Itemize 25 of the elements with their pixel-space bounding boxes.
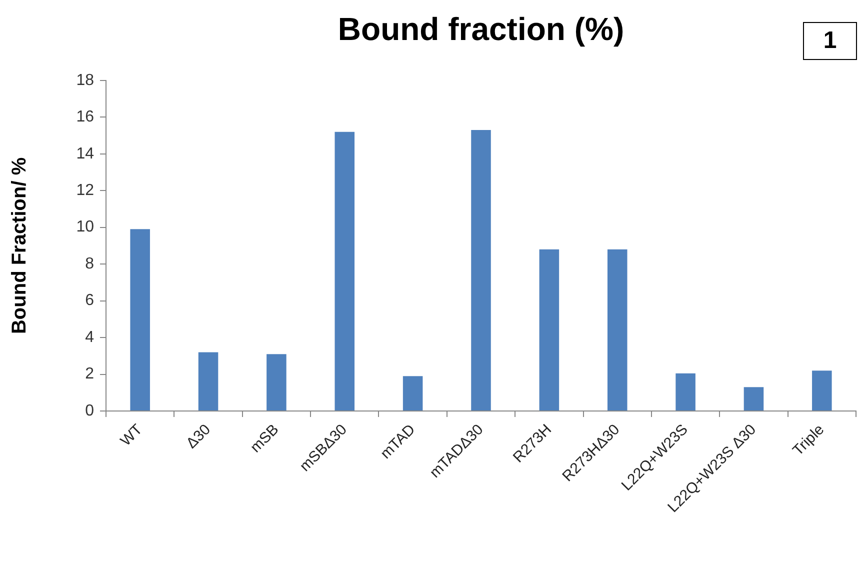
bar xyxy=(471,130,491,410)
y-tick-label: 2 xyxy=(85,366,94,383)
y-tick-label: 14 xyxy=(76,145,94,162)
x-tick-label: WT xyxy=(117,421,146,450)
y-tick-label: 18 xyxy=(76,72,94,89)
chart-title: Bound fraction (%) xyxy=(338,11,624,48)
y-tick-label: 8 xyxy=(85,255,94,272)
bar xyxy=(607,249,628,410)
bar xyxy=(676,373,696,410)
y-axis-title: Bound Fraction/ % xyxy=(8,157,31,334)
y-tick-label: 16 xyxy=(76,108,94,126)
bar xyxy=(334,132,355,410)
bar xyxy=(744,387,764,410)
bar xyxy=(130,229,150,410)
y-tick-label: 4 xyxy=(85,328,94,346)
bar xyxy=(198,352,218,410)
y-tick-label: 12 xyxy=(76,182,94,200)
y-tick-label: 6 xyxy=(85,292,94,310)
y-tick-label: 0 xyxy=(85,402,94,420)
bar xyxy=(812,370,832,410)
bar xyxy=(266,354,286,410)
bar xyxy=(402,376,423,410)
y-tick-label: 10 xyxy=(76,218,94,236)
x-tick-label: Δ30 xyxy=(183,421,214,452)
bar xyxy=(539,249,560,410)
